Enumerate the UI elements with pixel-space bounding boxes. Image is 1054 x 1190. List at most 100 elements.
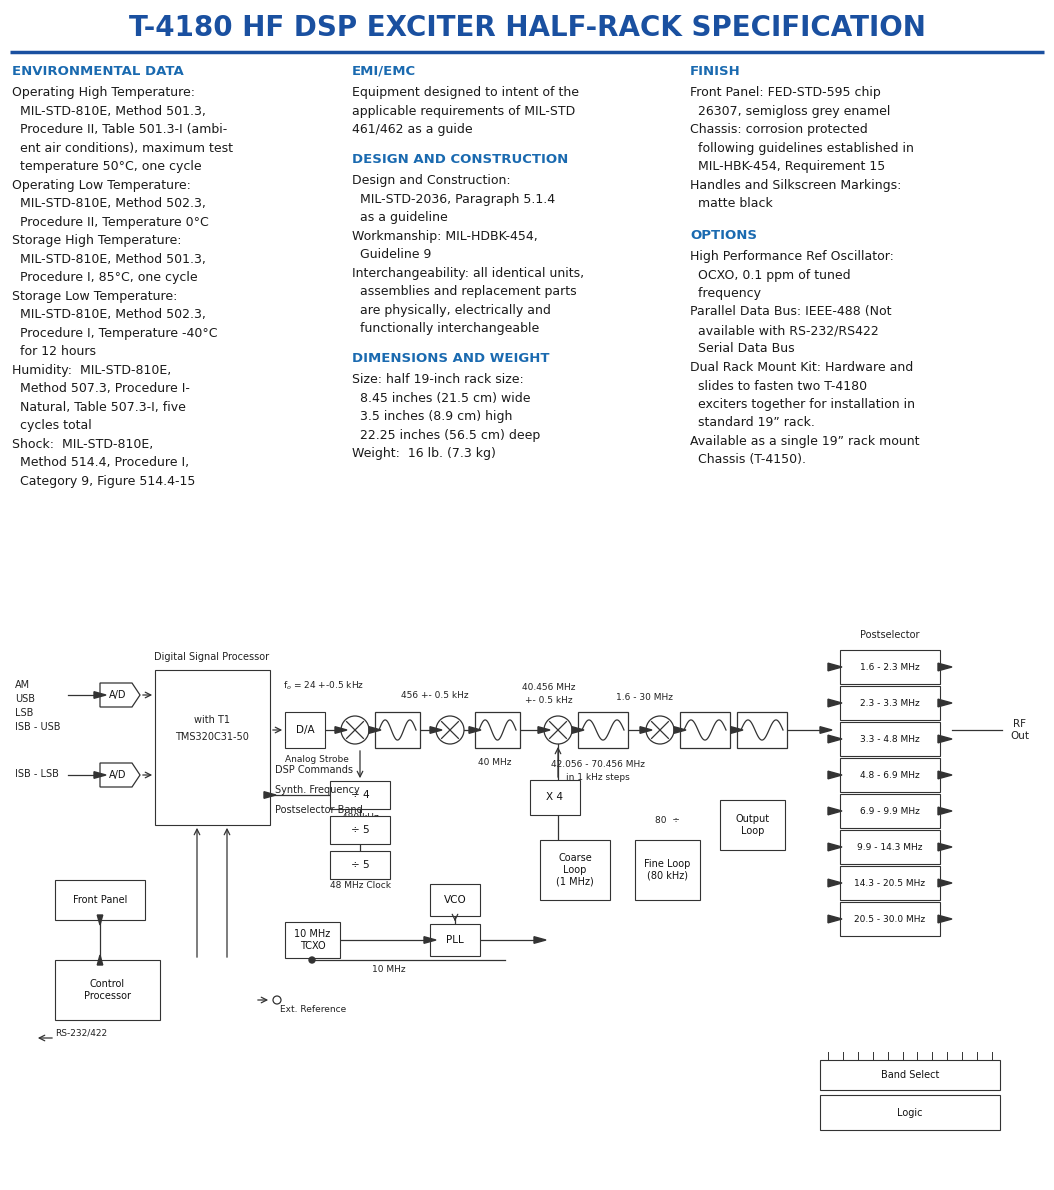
- Text: Category 9, Figure 514.4-15: Category 9, Figure 514.4-15: [12, 475, 195, 488]
- Bar: [720, 800, 785, 850]
- Polygon shape: [938, 915, 952, 923]
- Text: as a guideline: as a guideline: [352, 211, 448, 224]
- Polygon shape: [94, 771, 106, 778]
- Text: 10 MHz: 10 MHz: [372, 965, 406, 973]
- Polygon shape: [469, 727, 481, 733]
- Text: ISB - USB: ISB - USB: [15, 722, 60, 732]
- Polygon shape: [828, 844, 842, 851]
- Text: Control
Processor: Control Processor: [84, 979, 131, 1001]
- Text: Shock:  MIL-STD-810E,: Shock: MIL-STD-810E,: [12, 438, 153, 451]
- Text: 480 kHz: 480 kHz: [341, 813, 378, 822]
- Text: TMS320C31-50: TMS320C31-50: [175, 732, 249, 743]
- Text: Ext. Reference: Ext. Reference: [280, 1006, 347, 1014]
- Text: Guideline 9: Guideline 9: [352, 249, 431, 261]
- Bar: [840, 650, 940, 684]
- Polygon shape: [828, 735, 842, 743]
- Polygon shape: [828, 807, 842, 815]
- Text: Digital Signal Processor: Digital Signal Processor: [155, 652, 270, 662]
- Text: OCXO, 0.1 ppm of tuned: OCXO, 0.1 ppm of tuned: [690, 269, 851, 282]
- Bar: [737, 712, 787, 749]
- Text: ÷ 5: ÷ 5: [351, 825, 369, 835]
- Text: slides to fasten two T-4180: slides to fasten two T-4180: [690, 380, 867, 393]
- Text: Synth. Frequency: Synth. Frequency: [275, 785, 359, 795]
- Text: LSB: LSB: [15, 708, 34, 718]
- Text: 40 MHz: 40 MHz: [479, 758, 512, 768]
- Text: A/D: A/D: [109, 770, 126, 779]
- Text: 3.5 inches (8.9 cm) high: 3.5 inches (8.9 cm) high: [352, 411, 512, 422]
- Text: Output
Loop: Output Loop: [736, 814, 769, 835]
- Text: Procedure I, Temperature -40°C: Procedure I, Temperature -40°C: [12, 327, 217, 340]
- Bar: [430, 884, 480, 916]
- Text: ent air conditions), maximum test: ent air conditions), maximum test: [12, 142, 233, 155]
- Bar: [155, 670, 270, 825]
- Circle shape: [544, 716, 572, 744]
- Text: 9.9 - 14.3 MHz: 9.9 - 14.3 MHz: [857, 843, 922, 852]
- Polygon shape: [820, 727, 832, 733]
- Text: Interchangeability: all identical units,: Interchangeability: all identical units,: [352, 267, 584, 280]
- Text: 42.056 - 70.456 MHz: 42.056 - 70.456 MHz: [551, 760, 645, 769]
- Text: Operating Low Temperature:: Operating Low Temperature:: [12, 178, 191, 192]
- Text: 20.5 - 30.0 MHz: 20.5 - 30.0 MHz: [855, 914, 925, 923]
- Text: 8.45 inches (21.5 cm) wide: 8.45 inches (21.5 cm) wide: [352, 392, 530, 405]
- Polygon shape: [100, 763, 140, 787]
- Text: OPTIONS: OPTIONS: [690, 228, 757, 242]
- Polygon shape: [828, 700, 842, 707]
- Bar: [285, 922, 340, 958]
- Polygon shape: [369, 727, 380, 733]
- Bar: [840, 866, 940, 900]
- Text: Natural, Table 507.3-I, five: Natural, Table 507.3-I, five: [12, 401, 186, 414]
- Circle shape: [436, 716, 464, 744]
- Text: Logic: Logic: [897, 1108, 922, 1117]
- Text: Fine Loop
(80 kHz): Fine Loop (80 kHz): [644, 859, 690, 881]
- Text: 26307, semigloss grey enamel: 26307, semigloss grey enamel: [690, 105, 891, 118]
- Text: 456 +- 0.5 kHz: 456 +- 0.5 kHz: [402, 691, 469, 700]
- Text: Front Panel: FED-STD-595 chip: Front Panel: FED-STD-595 chip: [690, 87, 881, 99]
- Text: 22.25 inches (56.5 cm) deep: 22.25 inches (56.5 cm) deep: [352, 428, 541, 441]
- Polygon shape: [938, 879, 952, 887]
- Circle shape: [341, 716, 369, 744]
- Text: Parallel Data Bus: IEEE-488 (Not: Parallel Data Bus: IEEE-488 (Not: [690, 306, 892, 319]
- Text: RS-232/422: RS-232/422: [55, 1028, 108, 1036]
- Text: FINISH: FINISH: [690, 65, 741, 79]
- Polygon shape: [938, 663, 952, 671]
- Polygon shape: [828, 771, 842, 778]
- Circle shape: [646, 716, 674, 744]
- Text: Postselector Band: Postselector Band: [275, 804, 363, 815]
- Text: 14.3 - 20.5 MHz: 14.3 - 20.5 MHz: [855, 878, 925, 888]
- Circle shape: [309, 957, 315, 963]
- Text: Method 507.3, Procedure I-: Method 507.3, Procedure I-: [12, 382, 190, 395]
- Text: Method 514.4, Procedure I,: Method 514.4, Procedure I,: [12, 456, 189, 469]
- Text: 3.3 - 4.8 MHz: 3.3 - 4.8 MHz: [860, 734, 920, 744]
- Text: Storage Low Temperature:: Storage Low Temperature:: [12, 290, 177, 302]
- Polygon shape: [731, 727, 743, 733]
- Bar: [55, 879, 145, 920]
- Text: standard 19” rack.: standard 19” rack.: [690, 416, 815, 430]
- Text: for 12 hours: for 12 hours: [12, 345, 96, 358]
- Bar: [375, 712, 419, 749]
- Text: ÷ 4: ÷ 4: [351, 790, 369, 800]
- Text: Humidity:  MIL-STD-810E,: Humidity: MIL-STD-810E,: [12, 364, 171, 377]
- Polygon shape: [938, 844, 952, 851]
- Text: f$_o$ = 24 +-0.5 kHz: f$_o$ = 24 +-0.5 kHz: [284, 679, 365, 693]
- Polygon shape: [94, 691, 106, 699]
- Text: D/A: D/A: [296, 725, 314, 735]
- Polygon shape: [640, 727, 652, 733]
- Polygon shape: [538, 727, 550, 733]
- Text: functionally interchangeable: functionally interchangeable: [352, 322, 540, 336]
- Bar: [840, 902, 940, 937]
- Polygon shape: [430, 727, 442, 733]
- Text: Serial Data Bus: Serial Data Bus: [690, 343, 795, 356]
- Text: MIL-STD-810E, Method 502.3,: MIL-STD-810E, Method 502.3,: [12, 308, 206, 321]
- Text: High Performance Ref Oscillator:: High Performance Ref Oscillator:: [690, 250, 894, 263]
- Text: EMI/EMC: EMI/EMC: [352, 65, 416, 79]
- Text: Chassis: corrosion protected: Chassis: corrosion protected: [690, 124, 867, 137]
- Text: Procedure II, Temperature 0°C: Procedure II, Temperature 0°C: [12, 215, 209, 228]
- Text: ENVIRONMENTAL DATA: ENVIRONMENTAL DATA: [12, 65, 183, 79]
- Polygon shape: [938, 771, 952, 778]
- Bar: [840, 722, 940, 756]
- Text: are physically, electrically and: are physically, electrically and: [352, 303, 551, 317]
- Polygon shape: [424, 937, 436, 944]
- Text: X 4: X 4: [547, 793, 564, 802]
- Text: AM: AM: [15, 679, 31, 690]
- Text: frequency: frequency: [690, 287, 761, 300]
